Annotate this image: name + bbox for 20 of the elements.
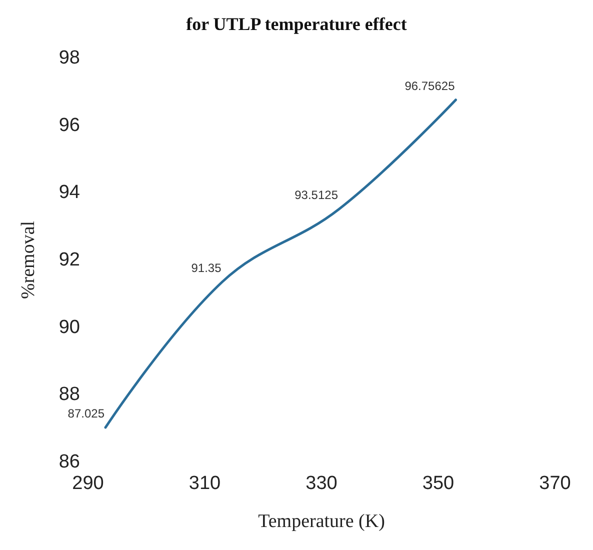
data-label: 93.5125 xyxy=(294,188,338,202)
y-tick-label: 98 xyxy=(58,48,80,68)
line-series xyxy=(104,98,458,429)
y-tick-label: 88 xyxy=(58,384,80,406)
y-axis-title: %removal xyxy=(18,220,39,300)
data-label: 96.75625 xyxy=(404,78,456,93)
chart-title: for UTLP temperature effect xyxy=(186,14,407,34)
y-tick-label: 86 xyxy=(58,452,80,472)
y-tick-label: 90 xyxy=(58,316,80,338)
x-tick-label: 350 xyxy=(422,473,454,494)
y-tick-label: 96 xyxy=(58,114,80,136)
x-tick-label: 330 xyxy=(306,473,338,494)
y-tick-label: 94 xyxy=(58,182,80,204)
x-tick-label: 370 xyxy=(539,473,571,494)
data-label: 87.025 xyxy=(68,406,105,420)
data-label: 91.35 xyxy=(191,260,222,275)
y-tick-label: 92 xyxy=(58,250,80,270)
x-tick-label: 310 xyxy=(188,473,221,494)
x-tick-label: 290 xyxy=(72,473,104,494)
x-axis-title: Temperature (K) xyxy=(258,511,385,532)
